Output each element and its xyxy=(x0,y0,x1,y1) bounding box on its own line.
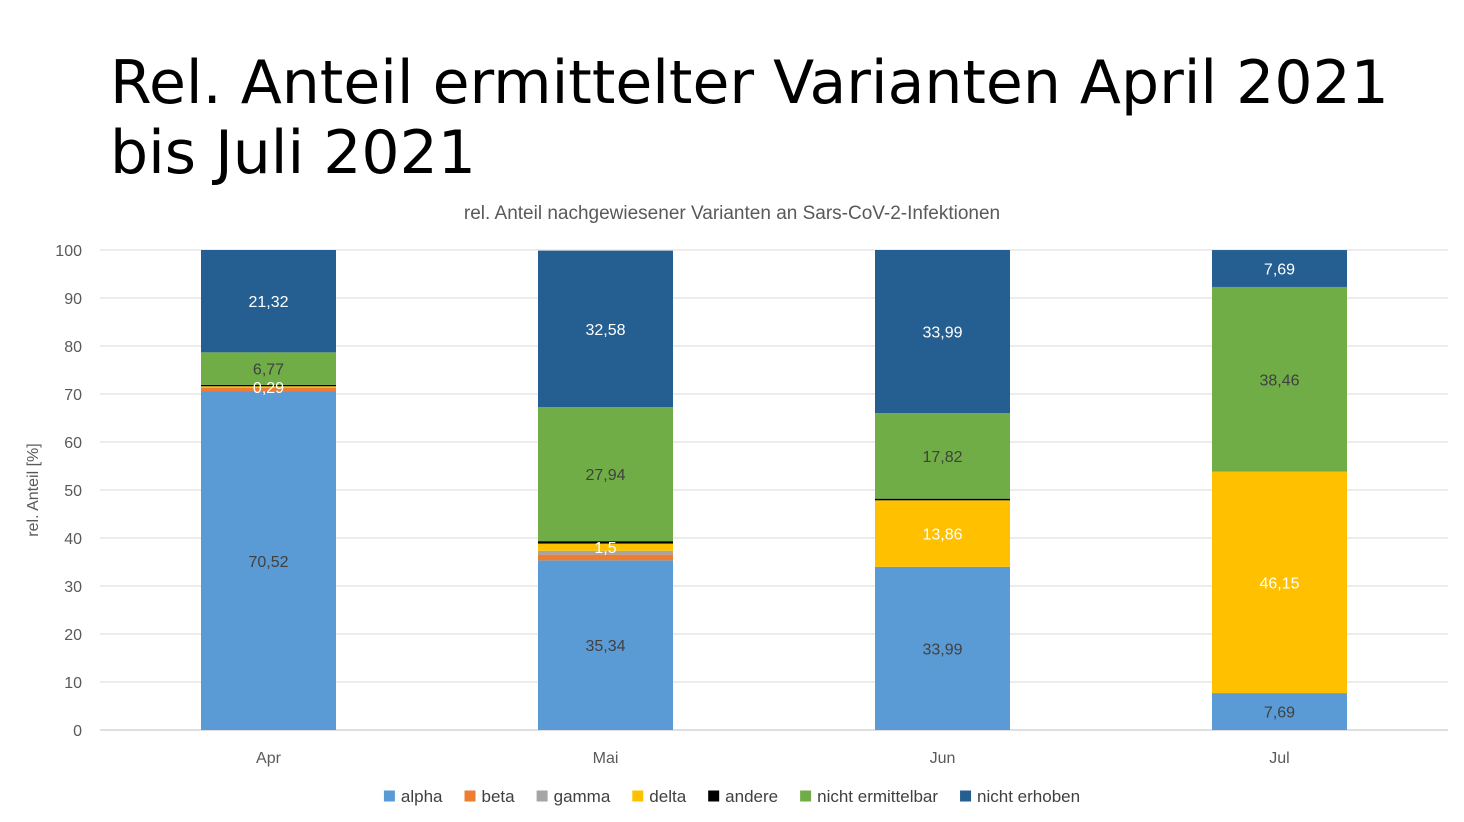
y-tick-label: 80 xyxy=(64,339,82,356)
data-label: 1,5 xyxy=(594,540,616,557)
legend-item-andere: andere xyxy=(708,787,778,806)
bar-segment-gamma-mai xyxy=(538,550,673,555)
legend-item-delta: delta xyxy=(632,787,687,806)
y-tick-label: 30 xyxy=(64,579,82,596)
data-label: 35,34 xyxy=(585,638,625,655)
chart-title: rel. Anteil nachgewiesener Varianten an … xyxy=(464,203,1000,224)
data-label: 6,77 xyxy=(253,362,284,379)
bar-segment-alpha-jul xyxy=(1212,693,1347,730)
legend-label: delta xyxy=(649,787,686,806)
y-tick-label: 10 xyxy=(64,675,82,692)
data-label: 7,69 xyxy=(1264,705,1295,722)
legend-label: nicht ermittelbar xyxy=(817,787,938,806)
bar-segment-nicht-erhoben-jun xyxy=(875,250,1010,414)
bar-segment-delta-apr xyxy=(201,386,336,388)
x-tick-label: Mai xyxy=(593,750,619,767)
legend-label: andere xyxy=(725,787,778,806)
legend-swatch xyxy=(464,790,476,802)
x-tick-label: Apr xyxy=(256,750,282,767)
x-axis-ticks: Apr Mai Jun Jul xyxy=(256,750,1290,767)
legend-item-beta: beta xyxy=(464,787,516,806)
y-tick-label: 40 xyxy=(64,531,82,548)
data-label: 27,94 xyxy=(585,467,625,484)
y-tick-label: 0 xyxy=(73,723,82,740)
legend-item-alpha: alpha xyxy=(383,787,443,806)
legend-swatch xyxy=(708,790,720,802)
bar-segment-nicht-erhoben-mai xyxy=(538,250,673,408)
x-tick-label: Jun xyxy=(930,750,956,767)
bar-segment-andere-mai xyxy=(538,541,673,544)
legend-label: nicht erhoben xyxy=(977,787,1080,806)
data-label: 0,29 xyxy=(253,380,284,397)
bar-segment-andere-jun xyxy=(875,498,1010,501)
legend-item-gamma: gamma xyxy=(536,787,611,806)
y-axis-ticks: 0 10 20 30 40 50 60 70 80 90 100 xyxy=(55,243,82,740)
bars xyxy=(201,250,1347,730)
data-label: 7,69 xyxy=(1264,262,1295,279)
data-label: 33,99 xyxy=(922,641,962,658)
legend-item-nicht-ermittelbar: nicht ermittelbar xyxy=(800,787,938,806)
bar-segment-nicht-ermittelbar-apr xyxy=(201,352,336,385)
bar-segment-nicht-erhoben-apr xyxy=(201,250,336,353)
data-label: 13,86 xyxy=(922,527,962,544)
data-label: 38,46 xyxy=(1259,372,1299,389)
bar-segment-beta-apr xyxy=(201,387,336,392)
legend-label: alpha xyxy=(401,787,443,806)
bar-segment-alpha-apr xyxy=(201,391,336,730)
y-tick-label: 50 xyxy=(64,483,82,500)
y-tick-label: 20 xyxy=(64,627,82,644)
bar-segment-delta-mai xyxy=(538,543,673,551)
bar-segment-andere-apr xyxy=(201,384,336,387)
data-label: 33,99 xyxy=(922,325,962,342)
data-label: 21,32 xyxy=(248,294,288,311)
legend-label: gamma xyxy=(554,787,611,806)
data-label: 46,15 xyxy=(1259,575,1299,592)
bar-segment-alpha-jun xyxy=(875,566,1010,730)
legend-swatch xyxy=(800,790,812,802)
data-label: 17,82 xyxy=(922,449,962,466)
data-label: 70,52 xyxy=(248,554,288,571)
legend-swatch xyxy=(632,790,644,802)
bar-segment-nicht-ermittelbar-mai xyxy=(538,407,673,542)
slide-title: Rel. Anteil ermittelter Varianten April … xyxy=(110,48,1389,188)
y-tick-label: 90 xyxy=(64,291,82,308)
data-labels: 70,52 0,296,77 21,32 35,34 1,5 27,94 32,58 33,9… xyxy=(248,262,1299,722)
bar-segment-alpha-mai xyxy=(538,560,673,730)
bar-segment-delta-jul xyxy=(1212,471,1347,694)
legend-label: beta xyxy=(482,787,516,806)
y-tick-label: 100 xyxy=(55,243,82,260)
bar-segment-nicht-erhoben-jul xyxy=(1212,250,1347,287)
data-label: 32,58 xyxy=(585,322,625,339)
bar-segment-delta-jun xyxy=(875,500,1010,567)
bar-segment-beta-mai xyxy=(538,554,673,561)
legend-swatch xyxy=(536,790,548,802)
y-tick-label: 60 xyxy=(64,435,82,452)
bar-segment-nicht-ermittelbar-jun xyxy=(875,413,1010,499)
bar-segment-nicht-ermittelbar-jul xyxy=(1212,286,1347,472)
x-tick-label: Jul xyxy=(1269,750,1289,767)
legend-swatch xyxy=(383,790,395,802)
legend-swatch xyxy=(960,790,972,802)
y-axis-title: rel. Anteil [%] xyxy=(25,443,42,536)
legend-item-nicht-erhoben: nicht erhoben xyxy=(960,787,1080,806)
legend: alpha beta gamma delta andere nicht ermittelb… xyxy=(383,787,1080,806)
y-tick-label: 70 xyxy=(64,387,82,404)
